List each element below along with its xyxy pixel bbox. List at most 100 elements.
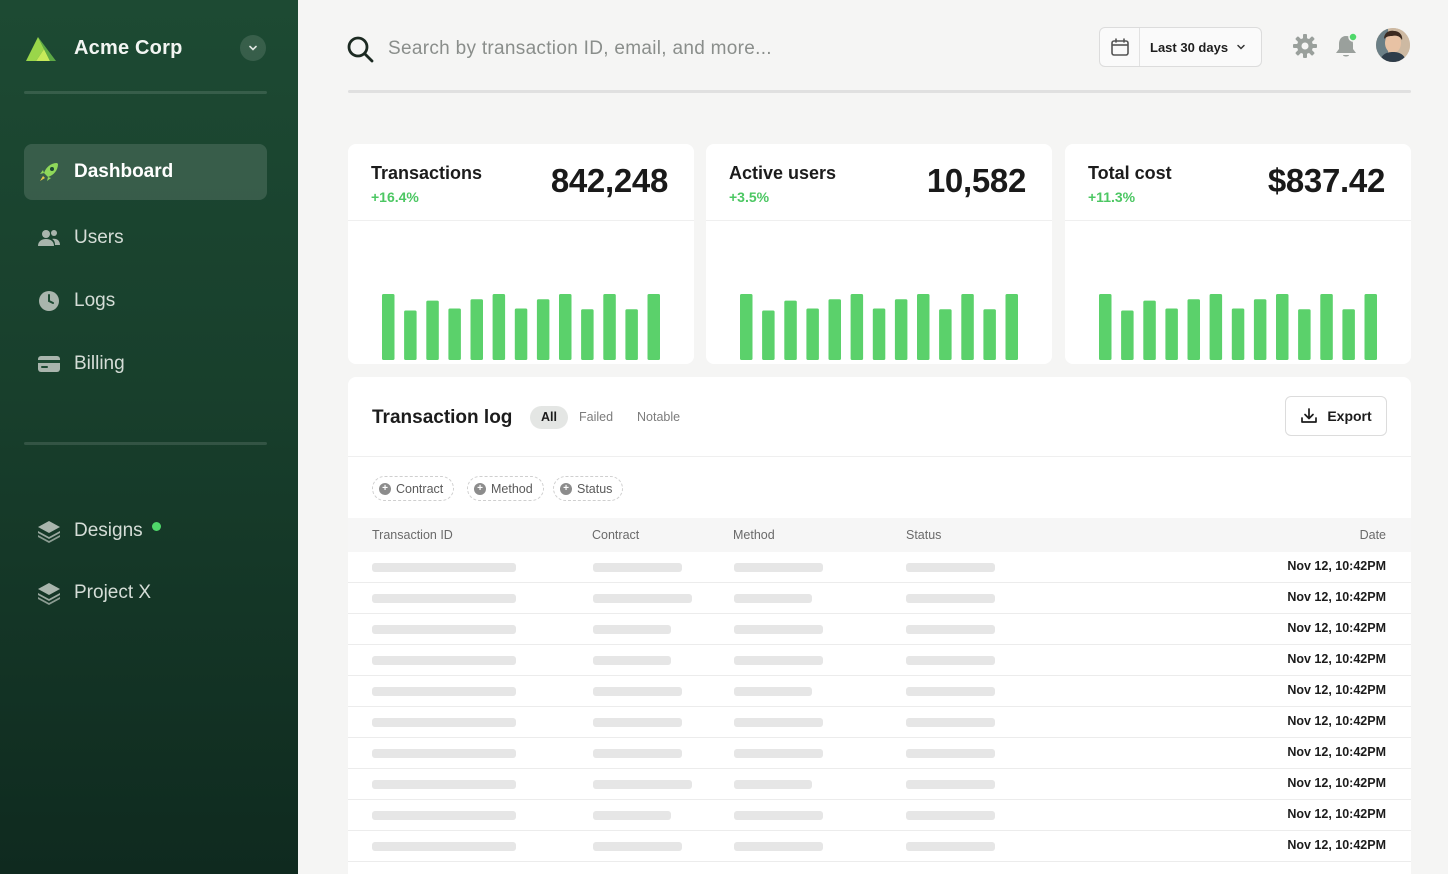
chart-bar bbox=[1143, 300, 1156, 360]
export-button[interactable]: Export bbox=[1285, 396, 1387, 436]
contract-placeholder bbox=[593, 718, 682, 727]
status-placeholder bbox=[906, 842, 995, 851]
status-placeholder bbox=[906, 749, 995, 758]
stat-delta: +16.4% bbox=[371, 189, 419, 205]
table-row[interactable]: Nov 12, 10:42PM bbox=[348, 614, 1411, 645]
export-label: Export bbox=[1327, 408, 1372, 424]
chart-bar bbox=[625, 309, 638, 360]
avatar[interactable] bbox=[1376, 28, 1410, 62]
chip-label: Method bbox=[491, 481, 533, 496]
sidebar-item-logs[interactable]: Logs bbox=[24, 273, 267, 329]
chart-bar bbox=[1165, 308, 1178, 360]
stat-value: $837.42 bbox=[1267, 162, 1385, 199]
gear-icon[interactable] bbox=[1292, 33, 1318, 59]
status-placeholder bbox=[906, 563, 995, 572]
chart-bar bbox=[470, 299, 483, 360]
filter-tab-failed[interactable]: Failed bbox=[579, 410, 614, 424]
stat-delta: +3.5% bbox=[729, 189, 770, 205]
chip-label: Status bbox=[577, 481, 613, 496]
chart-bar bbox=[404, 310, 417, 360]
method-placeholder bbox=[734, 656, 823, 665]
rocket-icon bbox=[37, 160, 61, 184]
table-row[interactable]: Nov 12, 10:42PM bbox=[348, 552, 1411, 583]
card-divider bbox=[706, 220, 1052, 221]
plus-icon: + bbox=[379, 482, 391, 495]
stat-card-total-cost: Total cost +11.3% $837.42 10152025305 bbox=[1065, 144, 1411, 364]
chart-bar bbox=[448, 308, 461, 360]
search-input[interactable]: Search by transaction ID, email, and mor… bbox=[388, 38, 772, 59]
transaction-id-placeholder bbox=[372, 625, 516, 634]
sidebar-item-billing[interactable]: Billing bbox=[24, 336, 267, 392]
chart-bar bbox=[850, 294, 864, 360]
header-divider bbox=[348, 90, 1411, 93]
chart-bar bbox=[581, 309, 594, 360]
row-date: Nov 12, 10:42PM bbox=[1287, 745, 1386, 759]
sidebar-item-dashboard[interactable]: Dashboard bbox=[24, 144, 267, 200]
contract-placeholder bbox=[593, 563, 682, 572]
column-header-method[interactable]: Method bbox=[733, 528, 775, 542]
transaction-id-placeholder bbox=[372, 718, 516, 727]
chart-bar bbox=[1209, 294, 1223, 360]
chart-bar bbox=[1342, 309, 1355, 360]
row-date: Nov 12, 10:42PM bbox=[1287, 683, 1386, 697]
plus-icon: + bbox=[474, 482, 486, 495]
sidebar-item-designs[interactable]: Designs bbox=[24, 503, 267, 559]
table-row[interactable]: Nov 12, 10:42PM bbox=[348, 800, 1411, 831]
search-icon bbox=[347, 36, 374, 63]
chart-bar bbox=[492, 294, 506, 360]
chart-bar bbox=[1231, 308, 1245, 360]
method-placeholder bbox=[734, 842, 823, 851]
status-placeholder bbox=[906, 625, 995, 634]
column-header-status[interactable]: Status bbox=[906, 528, 942, 542]
column-header-date[interactable]: Date bbox=[1359, 528, 1386, 542]
sidebar-divider bbox=[24, 442, 267, 445]
notification-bell-icon[interactable] bbox=[1333, 33, 1359, 59]
calendar-icon bbox=[1100, 28, 1140, 66]
sidebar-item-label: Users bbox=[74, 227, 124, 248]
table-row[interactable]: Nov 12, 10:42PM bbox=[348, 583, 1411, 614]
filter-tab-notable[interactable]: Notable bbox=[637, 410, 681, 424]
method-placeholder bbox=[734, 749, 823, 758]
contract-placeholder bbox=[593, 842, 682, 851]
table-row[interactable]: Nov 12, 10:42PM bbox=[348, 707, 1411, 738]
sidebar-divider bbox=[24, 91, 267, 94]
chart-bar bbox=[1253, 299, 1267, 360]
workspace-switcher[interactable]: Acme Corp bbox=[24, 30, 266, 66]
chart-bar bbox=[382, 294, 395, 360]
table-header: Transaction ID Contract Method Status Da… bbox=[348, 518, 1411, 552]
stat-title: Transactions bbox=[371, 163, 483, 183]
table-row[interactable]: Nov 12, 10:42PM bbox=[348, 676, 1411, 707]
transaction-id-placeholder bbox=[372, 780, 516, 789]
column-header-contract[interactable]: Contract bbox=[592, 528, 640, 542]
method-placeholder bbox=[734, 780, 812, 789]
status-placeholder bbox=[906, 780, 995, 789]
transaction-log-panel: Transaction log All Failed Notable Expor… bbox=[348, 377, 1411, 874]
chart-bar bbox=[961, 294, 974, 360]
table-row[interactable]: Nov 12, 10:42PM bbox=[348, 831, 1411, 862]
sidebar-item-project-x[interactable]: Project X bbox=[24, 565, 267, 621]
table-row[interactable]: Nov 12, 10:42PM bbox=[348, 738, 1411, 769]
chart-bar bbox=[872, 308, 886, 360]
table-row[interactable]: Nov 12, 10:42PM bbox=[348, 645, 1411, 676]
table-row[interactable]: Nov 12, 10:42PM bbox=[348, 769, 1411, 800]
chevron-down-icon[interactable] bbox=[240, 35, 266, 61]
method-placeholder bbox=[734, 811, 823, 820]
method-placeholder bbox=[734, 594, 812, 603]
transaction-id-placeholder bbox=[372, 811, 516, 820]
active-users-bar-chart: 10152025305 bbox=[740, 294, 1018, 360]
sidebar: Acme Corp Dashboard Users bbox=[0, 0, 298, 874]
filter-tab-all[interactable]: All bbox=[530, 406, 568, 429]
status-indicator-dot bbox=[151, 521, 161, 531]
clock-icon bbox=[37, 289, 61, 313]
filter-chip-contract[interactable]: + Contract bbox=[372, 476, 455, 501]
status-placeholder bbox=[906, 656, 995, 665]
chevron-down-icon bbox=[1237, 44, 1245, 50]
filter-chip-status[interactable]: + Status bbox=[553, 476, 624, 501]
search-bar[interactable]: Search by transaction ID, email, and mor… bbox=[346, 32, 1046, 66]
transaction-id-placeholder bbox=[372, 749, 516, 758]
status-placeholder bbox=[906, 594, 995, 603]
sidebar-item-users[interactable]: Users bbox=[24, 210, 267, 266]
date-range-picker[interactable]: Last 30 days bbox=[1099, 27, 1262, 67]
filter-chip-method[interactable]: + Method bbox=[467, 476, 544, 501]
column-header-transaction-id[interactable]: Transaction ID bbox=[372, 528, 453, 542]
